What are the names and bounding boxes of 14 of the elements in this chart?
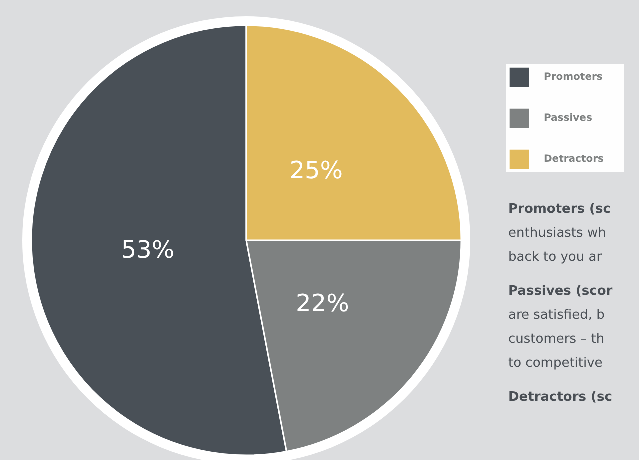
data-label: 53%: [121, 236, 175, 264]
text: Passives (scor: [508, 284, 614, 299]
text: to competitive: [508, 356, 603, 371]
text: enthusiasts wh: [508, 226, 606, 241]
legend-label: Passives: [544, 112, 594, 124]
text: are satisfied, b: [508, 308, 605, 323]
data-label: 22%: [296, 290, 350, 318]
legend-label: Promoters: [544, 72, 604, 82]
data-label: 25%: [290, 156, 344, 185]
text: Detractors (sc: [508, 390, 612, 405]
text: customers – th: [508, 332, 605, 347]
legend-label: Detractors: [544, 154, 606, 164]
text: back to you ar: [508, 250, 603, 265]
text: Promoters (sc: [508, 202, 611, 217]
